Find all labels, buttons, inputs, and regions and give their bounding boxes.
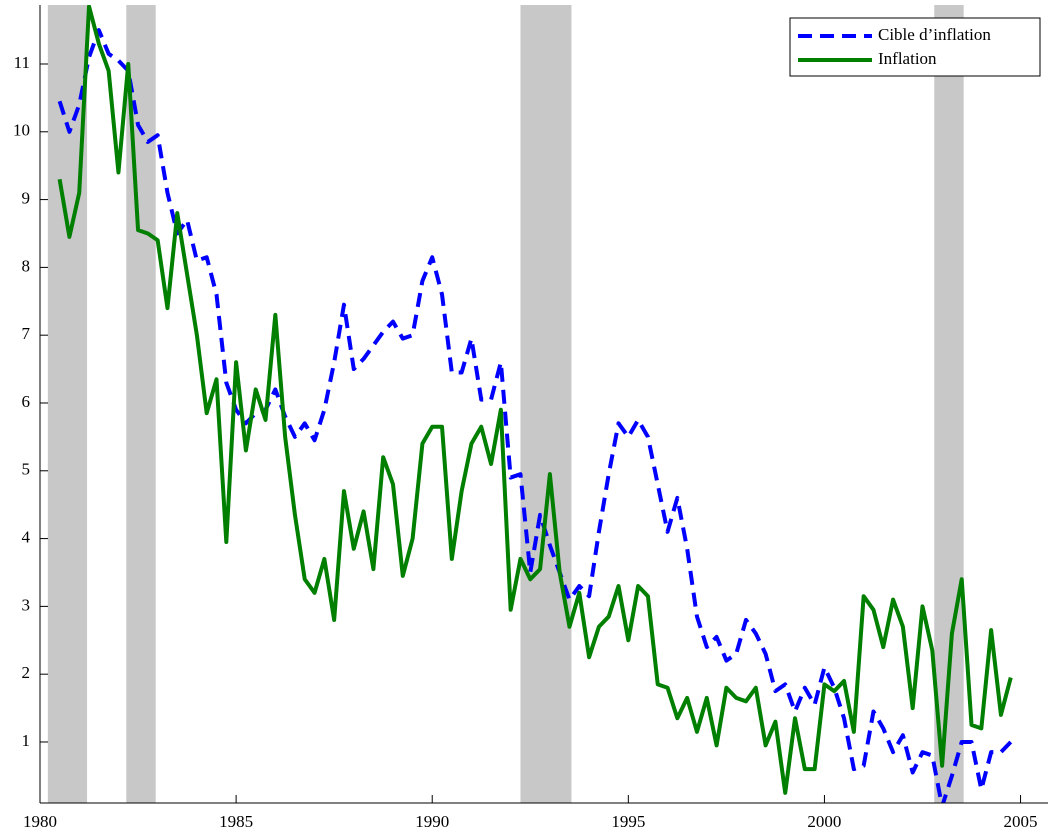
y-tick-label: 5 (22, 460, 31, 479)
legend-box (789, 17, 1041, 77)
x-tick-label: 1995 (611, 812, 645, 831)
legend-label: Cible d’inflation (878, 25, 991, 44)
series-line (57, 28, 1013, 803)
x-tick-label: 1980 (23, 812, 57, 831)
y-tick-label: 6 (22, 392, 31, 411)
y-tick-label: 1 (22, 731, 31, 750)
x-tick-label: 2005 (1004, 812, 1038, 831)
x-tick-label: 1985 (219, 812, 253, 831)
legend-label: Inflation (878, 49, 937, 68)
x-tick-label: 1990 (415, 812, 449, 831)
y-tick-label: 10 (13, 121, 30, 140)
y-tick-label: 2 (22, 663, 31, 682)
y-tick-label: 11 (14, 53, 30, 72)
y-tick-label: 9 (22, 188, 31, 207)
y-tick-label: 8 (22, 256, 31, 275)
y-tick-label: 7 (22, 324, 31, 343)
series-line (57, 5, 1013, 795)
y-tick-label: 4 (22, 527, 31, 546)
x-tick-label: 2000 (807, 812, 841, 831)
y-tick-label: 3 (22, 595, 31, 614)
recession-band (520, 5, 572, 803)
